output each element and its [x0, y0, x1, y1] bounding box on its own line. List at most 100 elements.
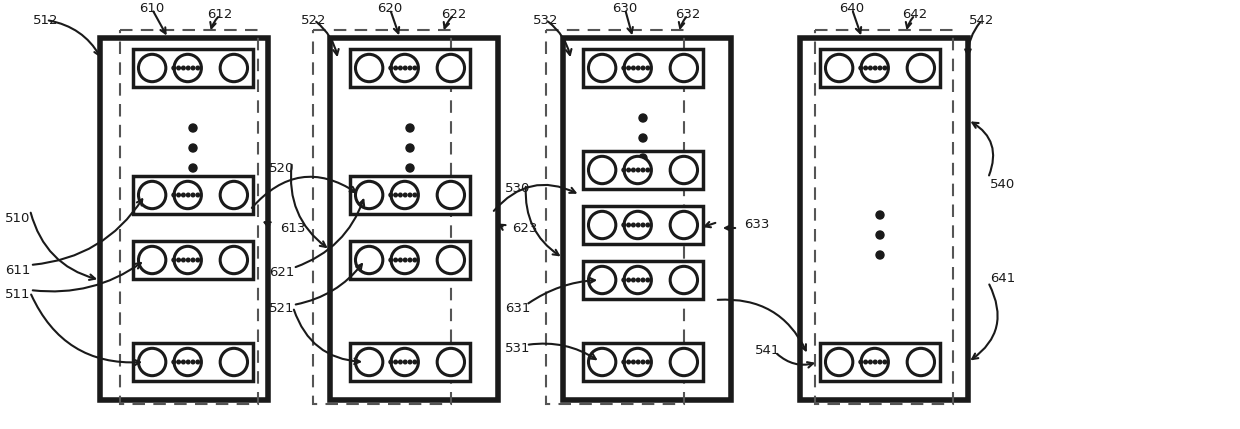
Text: 511: 511: [5, 287, 31, 300]
Bar: [133, 343, 253, 381]
Bar: [350, 176, 470, 214]
Text: 631: 631: [506, 302, 531, 314]
Circle shape: [646, 66, 650, 70]
Circle shape: [639, 154, 647, 162]
Circle shape: [196, 360, 200, 364]
Circle shape: [394, 258, 397, 262]
Text: 613: 613: [280, 221, 305, 235]
Circle shape: [139, 246, 166, 274]
Circle shape: [408, 360, 412, 364]
Circle shape: [188, 124, 197, 132]
Circle shape: [398, 360, 402, 364]
Circle shape: [391, 181, 418, 208]
Circle shape: [641, 66, 645, 70]
Circle shape: [859, 66, 863, 70]
Circle shape: [177, 258, 180, 262]
Bar: [100, 38, 268, 400]
Text: 611: 611: [5, 263, 31, 277]
Circle shape: [670, 54, 698, 82]
Circle shape: [883, 360, 887, 364]
Circle shape: [174, 246, 201, 274]
Circle shape: [626, 66, 630, 70]
Circle shape: [868, 360, 872, 364]
Circle shape: [405, 164, 414, 172]
Circle shape: [908, 54, 935, 82]
Circle shape: [139, 348, 166, 376]
Circle shape: [631, 223, 635, 227]
Circle shape: [826, 54, 853, 82]
Circle shape: [181, 66, 185, 70]
Text: 612: 612: [207, 9, 233, 21]
Bar: [583, 343, 703, 381]
Bar: [583, 151, 703, 189]
Bar: [583, 49, 703, 87]
Circle shape: [413, 193, 417, 197]
Circle shape: [868, 66, 872, 70]
Circle shape: [646, 168, 650, 172]
Circle shape: [398, 258, 402, 262]
Text: 630: 630: [613, 3, 637, 15]
Bar: [546, 30, 684, 404]
Circle shape: [405, 124, 414, 132]
Circle shape: [646, 223, 650, 227]
Circle shape: [636, 66, 640, 70]
Circle shape: [389, 360, 393, 364]
Circle shape: [389, 66, 393, 70]
Circle shape: [873, 360, 877, 364]
Circle shape: [403, 66, 407, 70]
Circle shape: [589, 348, 616, 376]
Circle shape: [177, 193, 180, 197]
Text: 620: 620: [377, 3, 403, 15]
Circle shape: [589, 211, 616, 239]
Circle shape: [413, 66, 417, 70]
Circle shape: [646, 360, 650, 364]
Circle shape: [631, 278, 635, 282]
Text: 532: 532: [533, 13, 559, 27]
Bar: [563, 38, 732, 400]
Circle shape: [878, 66, 882, 70]
Circle shape: [221, 246, 248, 274]
Circle shape: [391, 348, 418, 376]
Text: 610: 610: [139, 3, 165, 15]
Circle shape: [861, 54, 888, 82]
Circle shape: [875, 251, 884, 259]
Circle shape: [641, 168, 645, 172]
Circle shape: [864, 360, 868, 364]
Circle shape: [221, 181, 248, 208]
Circle shape: [624, 156, 651, 184]
Circle shape: [389, 258, 393, 262]
Circle shape: [873, 66, 877, 70]
Circle shape: [622, 66, 626, 70]
Circle shape: [878, 360, 882, 364]
Bar: [350, 49, 470, 87]
Circle shape: [875, 231, 884, 239]
Circle shape: [413, 360, 417, 364]
Circle shape: [438, 348, 465, 376]
Circle shape: [196, 193, 200, 197]
Circle shape: [196, 66, 200, 70]
Bar: [133, 176, 253, 214]
Circle shape: [172, 193, 176, 197]
Bar: [133, 241, 253, 279]
Text: 632: 632: [676, 9, 701, 21]
Circle shape: [356, 348, 383, 376]
Text: 531: 531: [505, 341, 531, 354]
Text: 622: 622: [441, 9, 466, 21]
Circle shape: [221, 348, 248, 376]
Text: 642: 642: [903, 9, 928, 21]
Bar: [120, 30, 258, 404]
Circle shape: [403, 193, 407, 197]
Circle shape: [172, 66, 176, 70]
Circle shape: [641, 360, 645, 364]
Circle shape: [438, 54, 465, 82]
Bar: [330, 38, 498, 400]
Circle shape: [188, 144, 197, 152]
Text: 542: 542: [970, 13, 994, 27]
Circle shape: [639, 134, 647, 142]
Circle shape: [622, 168, 626, 172]
Circle shape: [624, 348, 651, 376]
Circle shape: [186, 193, 190, 197]
Circle shape: [408, 193, 412, 197]
Circle shape: [622, 223, 626, 227]
Circle shape: [186, 258, 190, 262]
